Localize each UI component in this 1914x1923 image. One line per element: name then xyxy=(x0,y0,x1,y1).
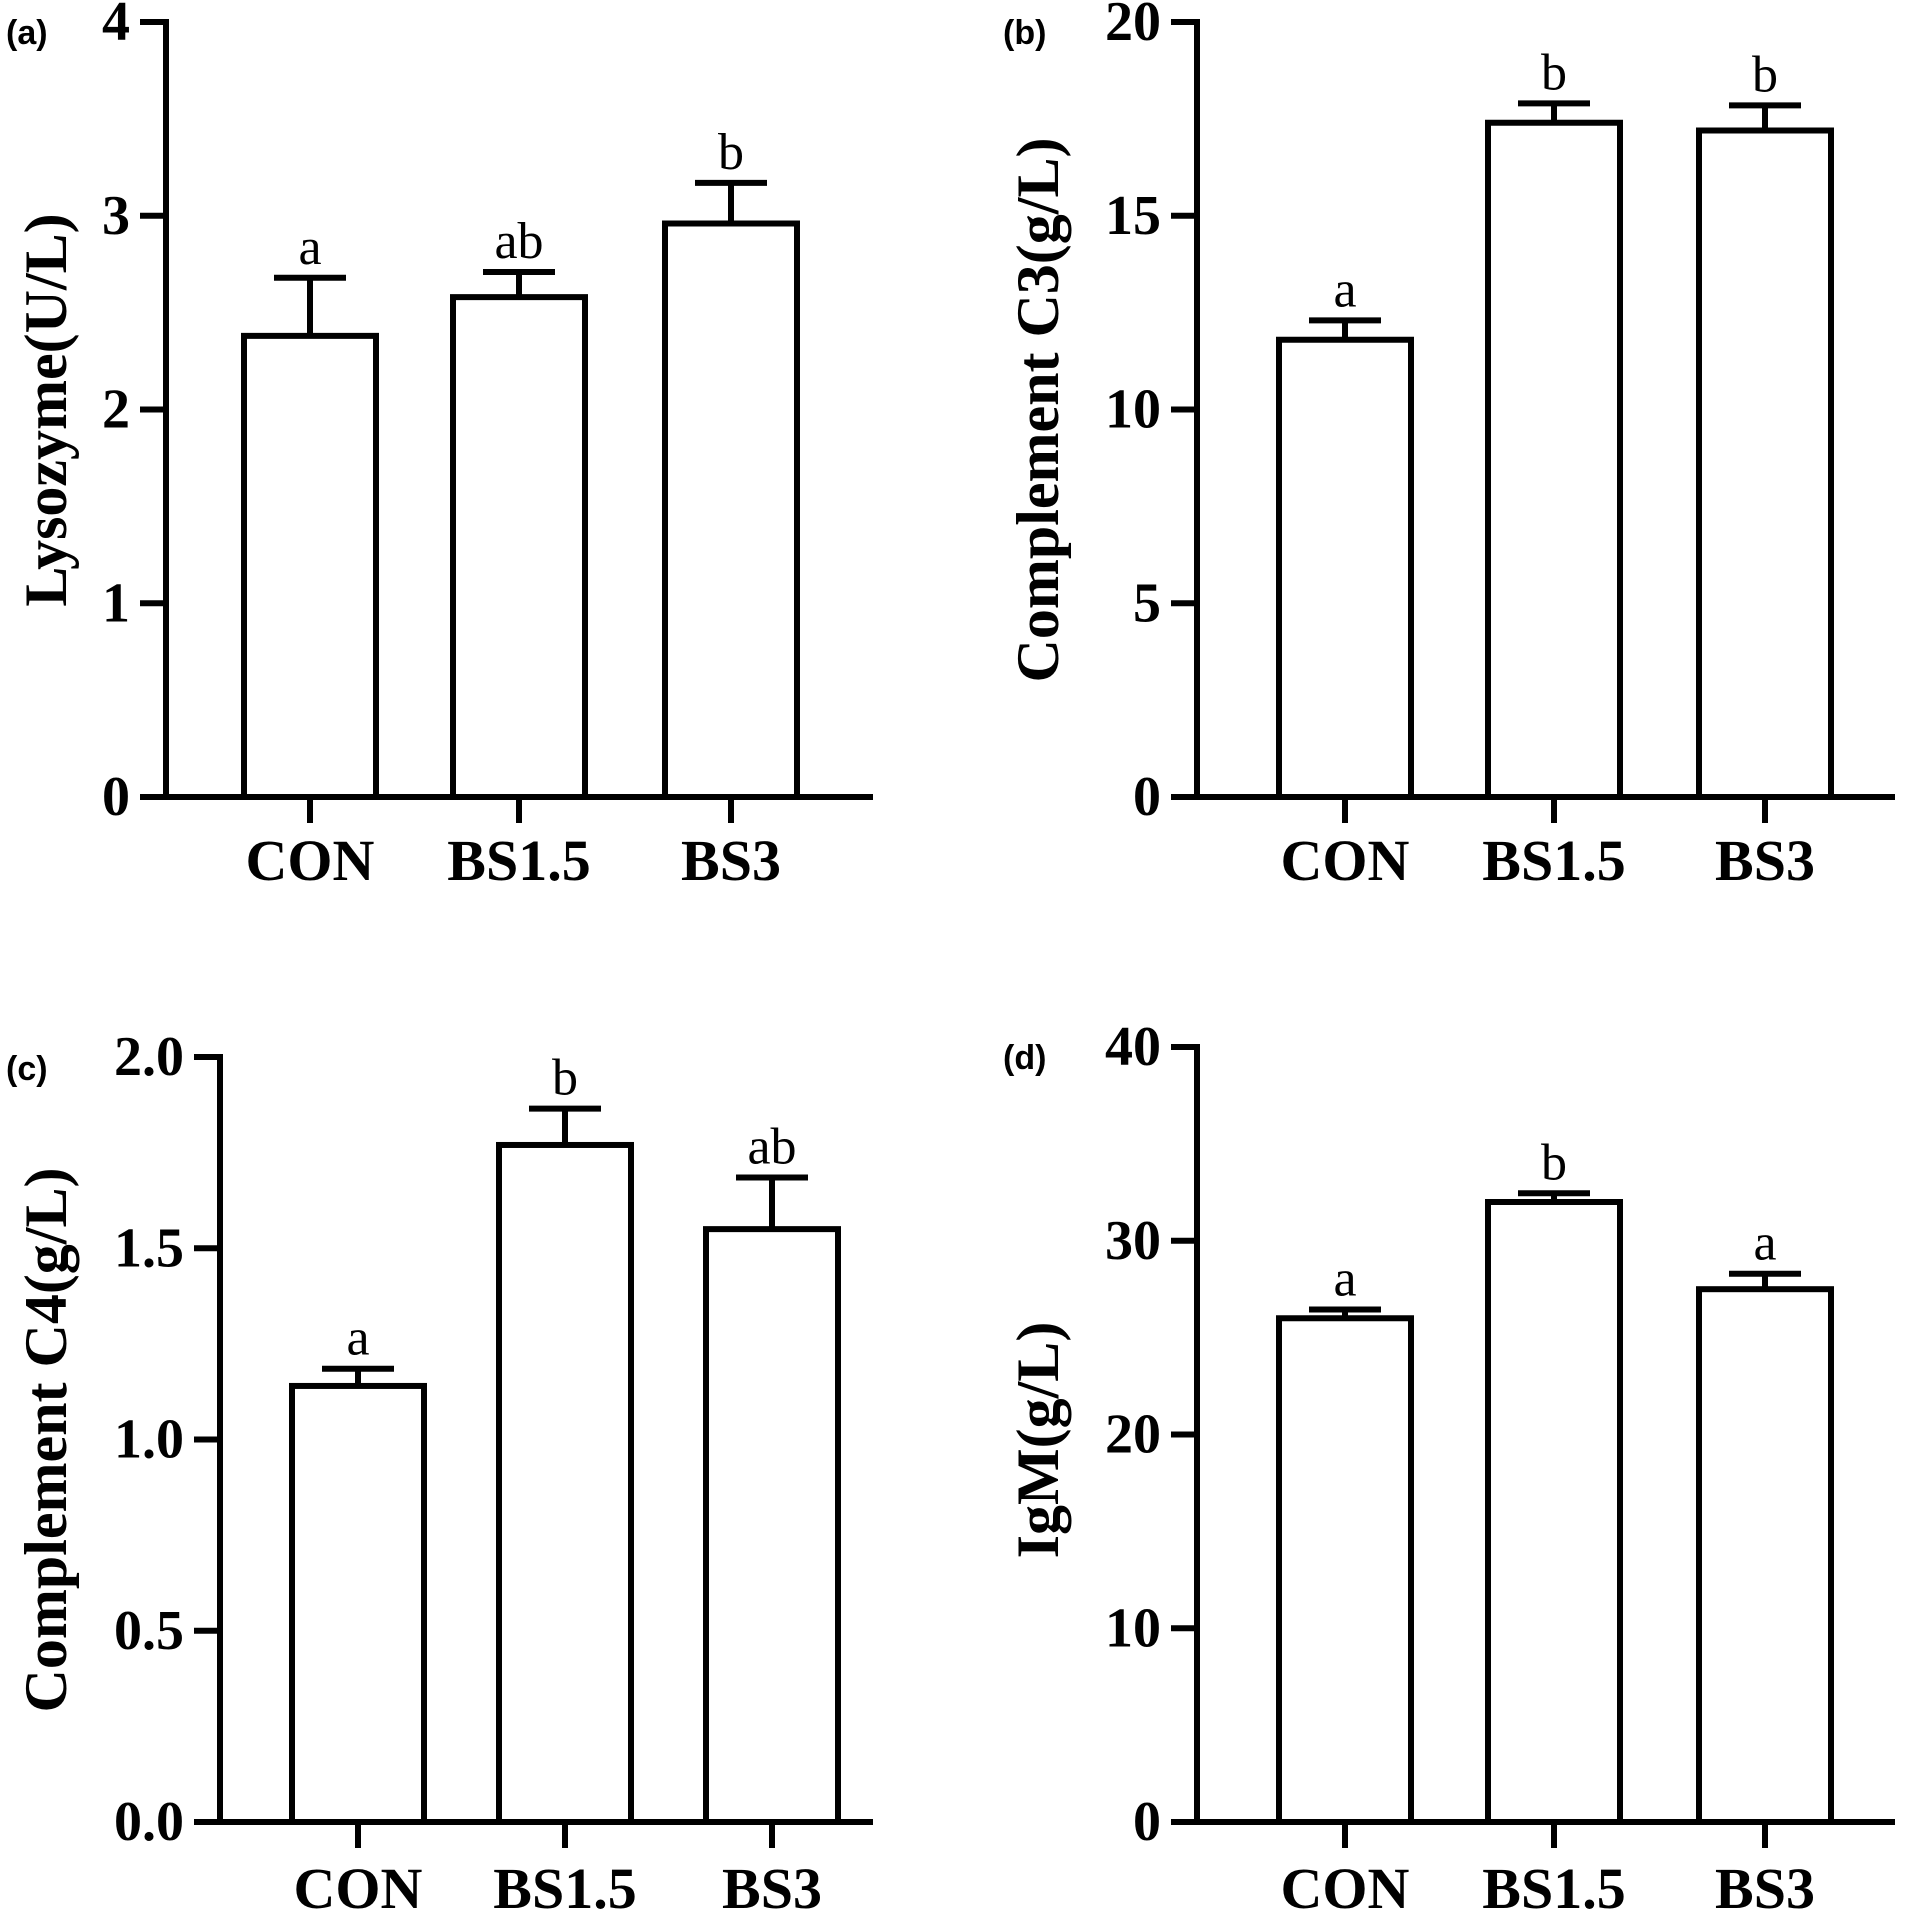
x-tick-label: BS3 xyxy=(1715,1856,1815,1921)
significance-label: b xyxy=(718,124,744,181)
bar xyxy=(1485,1199,1623,1825)
bar xyxy=(496,1141,634,1825)
y-tick-label: 4 xyxy=(102,0,130,53)
y-tick-label: 5 xyxy=(1133,572,1161,634)
y-tick-label: 10 xyxy=(1105,379,1161,441)
x-tick-label: CON xyxy=(294,1856,423,1921)
y-tick-label: 20 xyxy=(1105,0,1161,53)
y-tick-label: 1.5 xyxy=(114,1217,184,1279)
y-tick-label: 20 xyxy=(1105,1404,1161,1466)
bar xyxy=(1276,336,1414,800)
x-tick-label: CON xyxy=(1281,828,1410,893)
bar xyxy=(1696,1286,1834,1825)
y-tick-label: 30 xyxy=(1105,1210,1161,1272)
y-axis-title: IgM(g/L) xyxy=(1005,1322,1071,1559)
y-axis-title: Lysozyme(U/L) xyxy=(13,213,79,606)
y-tick-label: 0.0 xyxy=(114,1791,184,1853)
x-tick-label: BS3 xyxy=(681,828,781,893)
y-tick-label: 0.5 xyxy=(114,1600,184,1662)
x-tick-label: CON xyxy=(1281,1856,1410,1921)
bar xyxy=(1696,127,1834,800)
significance-label: b xyxy=(1541,44,1567,101)
significance-label: b xyxy=(552,1050,578,1107)
significance-label: ab xyxy=(494,213,543,270)
bar xyxy=(662,220,800,800)
y-axis-title: Complement C4(g/L) xyxy=(13,1168,79,1713)
y-tick-label: 10 xyxy=(1105,1597,1161,1659)
x-tick-label: BS3 xyxy=(722,1856,822,1921)
chart-panel-2: (b) Complement C3(g/L) 0 5 10 15 20 a CON b BS1.5 b… xyxy=(1003,0,1895,893)
panel-label: (b) xyxy=(1003,14,1046,52)
significance-label: a xyxy=(1753,1215,1776,1272)
panel-label: (c) xyxy=(6,1050,48,1088)
y-tick-label: 2.0 xyxy=(114,1026,184,1088)
bar xyxy=(241,332,379,800)
y-tick-label: 0 xyxy=(1133,1791,1161,1853)
y-tick-label: 0 xyxy=(1133,766,1161,828)
y-tick-label: 15 xyxy=(1105,185,1161,247)
y-tick-label: 0 xyxy=(102,766,130,828)
bar xyxy=(289,1382,427,1825)
x-tick-label: BS1.5 xyxy=(1482,828,1625,893)
significance-label: b xyxy=(1541,1134,1567,1191)
significance-label: ab xyxy=(747,1118,796,1175)
panel-label: (d) xyxy=(1003,1039,1046,1077)
significance-label: a xyxy=(298,219,321,276)
x-tick-label: CON xyxy=(246,828,375,893)
y-tick-label: 1.0 xyxy=(114,1409,184,1471)
chart-panel-4: (d) IgM(g/L) 0 10 20 30 40 a CON b BS1.5 a BS3 xyxy=(1003,1016,1895,1921)
bar xyxy=(1276,1315,1414,1825)
significance-label: b xyxy=(1752,46,1778,103)
x-tick-label: BS1.5 xyxy=(447,828,590,893)
x-tick-label: BS1.5 xyxy=(493,1856,636,1921)
significance-label: a xyxy=(346,1310,369,1367)
chart-panel-1: (a) Lysozyme(U/L) 0 1 2 3 4 a CON ab BS1.5 b BS3 xyxy=(6,0,873,893)
y-tick-label: 1 xyxy=(102,572,130,634)
bar xyxy=(703,1226,841,1825)
y-axis-title: Complement C3(g/L) xyxy=(1005,138,1071,683)
y-tick-label: 40 xyxy=(1105,1016,1161,1078)
significance-label: a xyxy=(1333,1251,1356,1308)
y-tick-label: 2 xyxy=(102,379,130,441)
bar xyxy=(450,294,588,800)
bar xyxy=(1485,119,1623,800)
chart-panel-3: (c) Complement C4(g/L) 0.0 0.5 1.0 1.5 2.0 a CON… xyxy=(6,1026,873,1921)
x-tick-label: BS3 xyxy=(1715,828,1815,893)
x-tick-label: BS1.5 xyxy=(1482,1856,1625,1921)
y-tick-label: 3 xyxy=(102,185,130,247)
panel-label: (a) xyxy=(6,14,48,52)
significance-label: a xyxy=(1333,261,1356,318)
